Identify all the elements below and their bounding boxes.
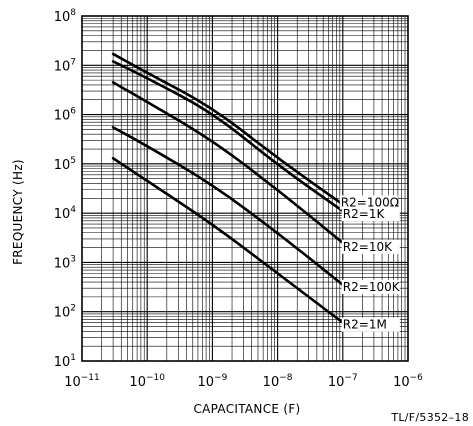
y-tick-label: 105 [54, 156, 76, 173]
x-tick-label: 10−11 [64, 373, 100, 390]
series-line [111, 52, 345, 206]
series-label-background [341, 279, 400, 294]
series-label: R2=100K [343, 280, 401, 294]
y-tick-label: 102 [54, 304, 76, 321]
x-tick-label: 10−6 [393, 373, 423, 390]
x-tick-labels: 10−11 10−10 10−9 10−8 10−7 10−6 [64, 373, 423, 390]
series-label: R2=10K [343, 240, 393, 254]
series-label: R2=1M [343, 318, 387, 332]
figure-reference: TL/F/5352–18 [390, 411, 469, 424]
y-tick-label: 107 [54, 57, 76, 74]
series-line [111, 126, 345, 287]
series-lines [111, 52, 345, 324]
series-line [111, 81, 345, 245]
y-tick-label: 108 [54, 8, 77, 25]
x-tick-label: 10−9 [197, 373, 227, 390]
series-label: R2=1K [343, 207, 386, 221]
plot-frame [81, 15, 409, 362]
series-line [111, 156, 345, 324]
y-tick-labels: 101 102 103 104 105 106 107 108 [54, 8, 77, 370]
series-label-background [341, 207, 400, 222]
y-tick-label: 106 [54, 107, 77, 124]
y-tick-label: 101 [54, 353, 76, 370]
x-tick-label: 10−8 [263, 373, 293, 390]
y-axis-label: FREQUENCY (Hz) [11, 159, 25, 265]
series-label: R2=100Ω [341, 195, 399, 209]
series-label-background [341, 239, 400, 254]
grid [82, 16, 408, 361]
series-label-background [339, 195, 398, 210]
x-tick-label: 10−7 [328, 373, 358, 390]
series-line [111, 60, 345, 213]
x-axis-label: CAPACITANCE (F) [193, 402, 300, 416]
y-tick-label: 103 [54, 254, 76, 271]
y-tick-label: 104 [54, 205, 77, 222]
x-tick-label: 10−10 [129, 373, 165, 390]
series-label-background [341, 317, 400, 332]
